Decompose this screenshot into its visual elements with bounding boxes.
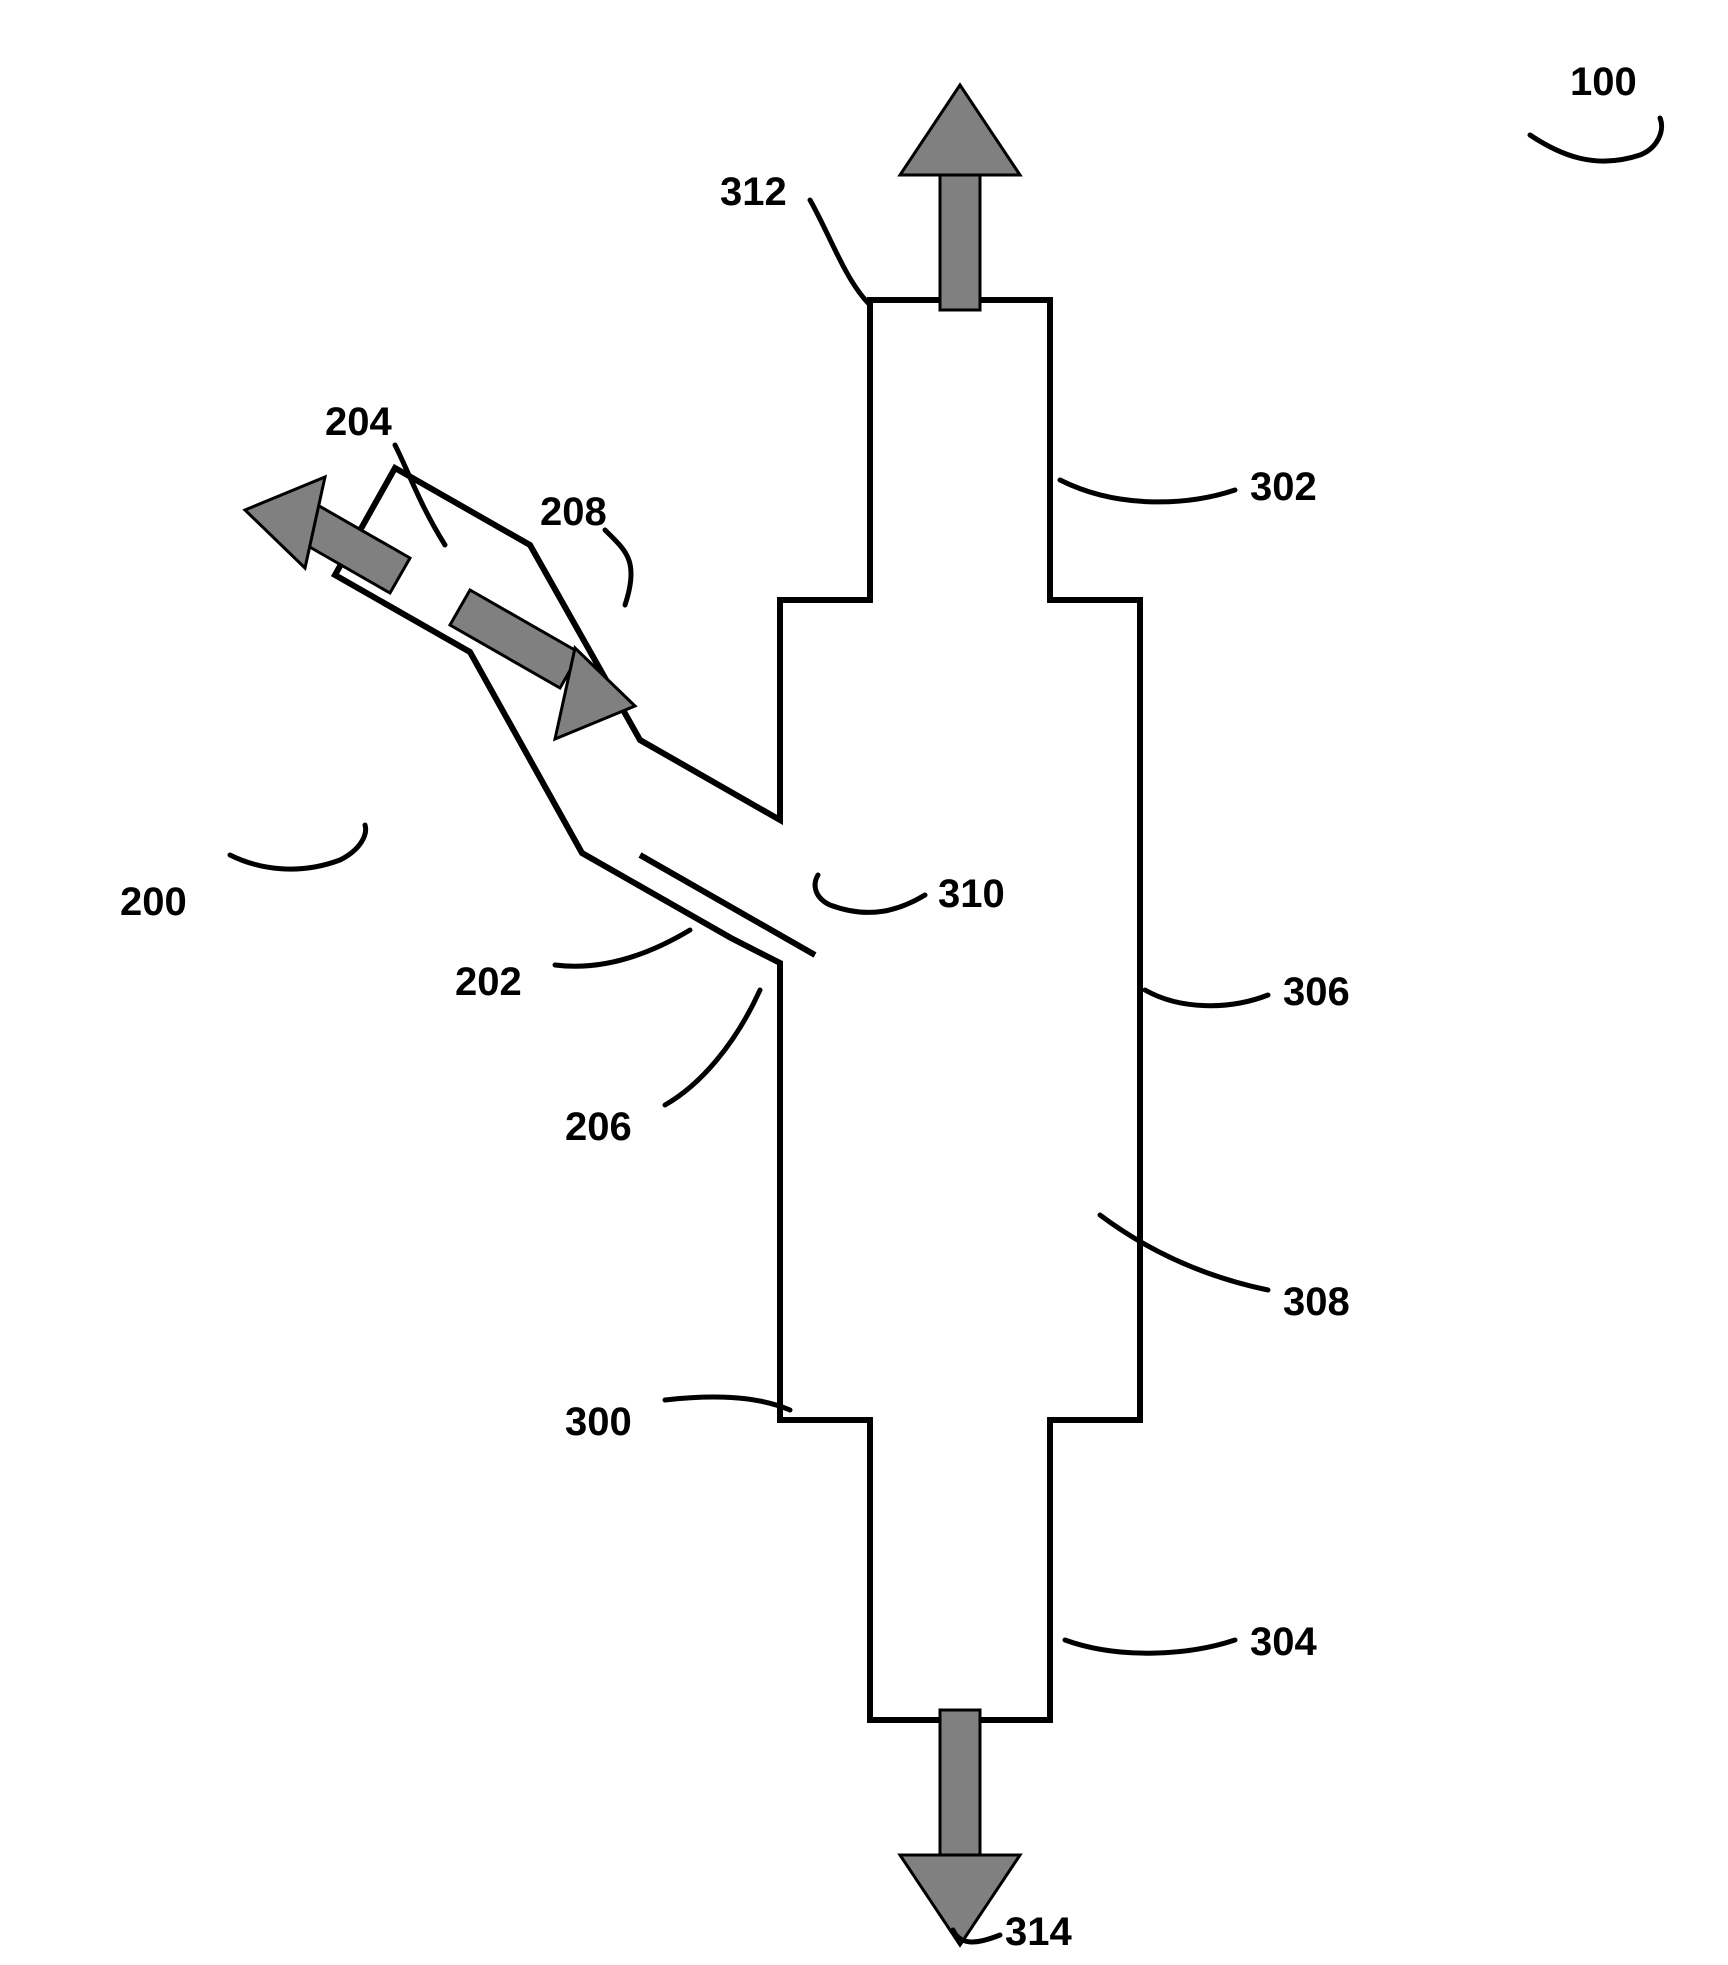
leader-l312: [810, 200, 870, 305]
leader-l100: [1530, 118, 1662, 161]
label-302: 302: [1250, 465, 1317, 510]
leader-l304: [1065, 1640, 1235, 1653]
arrow-top-outlet: [900, 85, 1020, 310]
label-206: 206: [565, 1105, 632, 1150]
label-204: 204: [325, 400, 392, 445]
leader-l208: [605, 530, 631, 605]
leader-l206: [665, 990, 760, 1105]
label-306: 306: [1283, 970, 1350, 1015]
label-310: 310: [938, 872, 1005, 917]
arrow-inlet-outer: [245, 477, 410, 593]
diagram-canvas: 100 312 204 208 302 200 310 202 206 306 308 300 304 3…: [0, 0, 1728, 1965]
diagram-svg: [0, 0, 1728, 1965]
label-312: 312: [720, 170, 787, 215]
arrow-bottom-outlet: [900, 1710, 1020, 1945]
label-202: 202: [455, 960, 522, 1005]
label-300: 300: [565, 1400, 632, 1445]
label-200: 200: [120, 880, 187, 925]
label-314: 314: [1005, 1910, 1072, 1955]
label-308: 308: [1283, 1280, 1350, 1325]
leader-l302: [1060, 480, 1235, 502]
leader-l310: [815, 875, 925, 912]
leader-l308: [1100, 1215, 1268, 1290]
label-304: 304: [1250, 1620, 1317, 1665]
leader-l200: [230, 825, 366, 869]
leader-l306: [1145, 990, 1268, 1006]
label-208: 208: [540, 490, 607, 535]
separator-body-outline: [335, 300, 1140, 1720]
inlet-inner-line: [640, 855, 815, 955]
label-100: 100: [1570, 60, 1637, 105]
leader-l202: [555, 930, 690, 966]
leader-l300: [665, 1397, 790, 1410]
